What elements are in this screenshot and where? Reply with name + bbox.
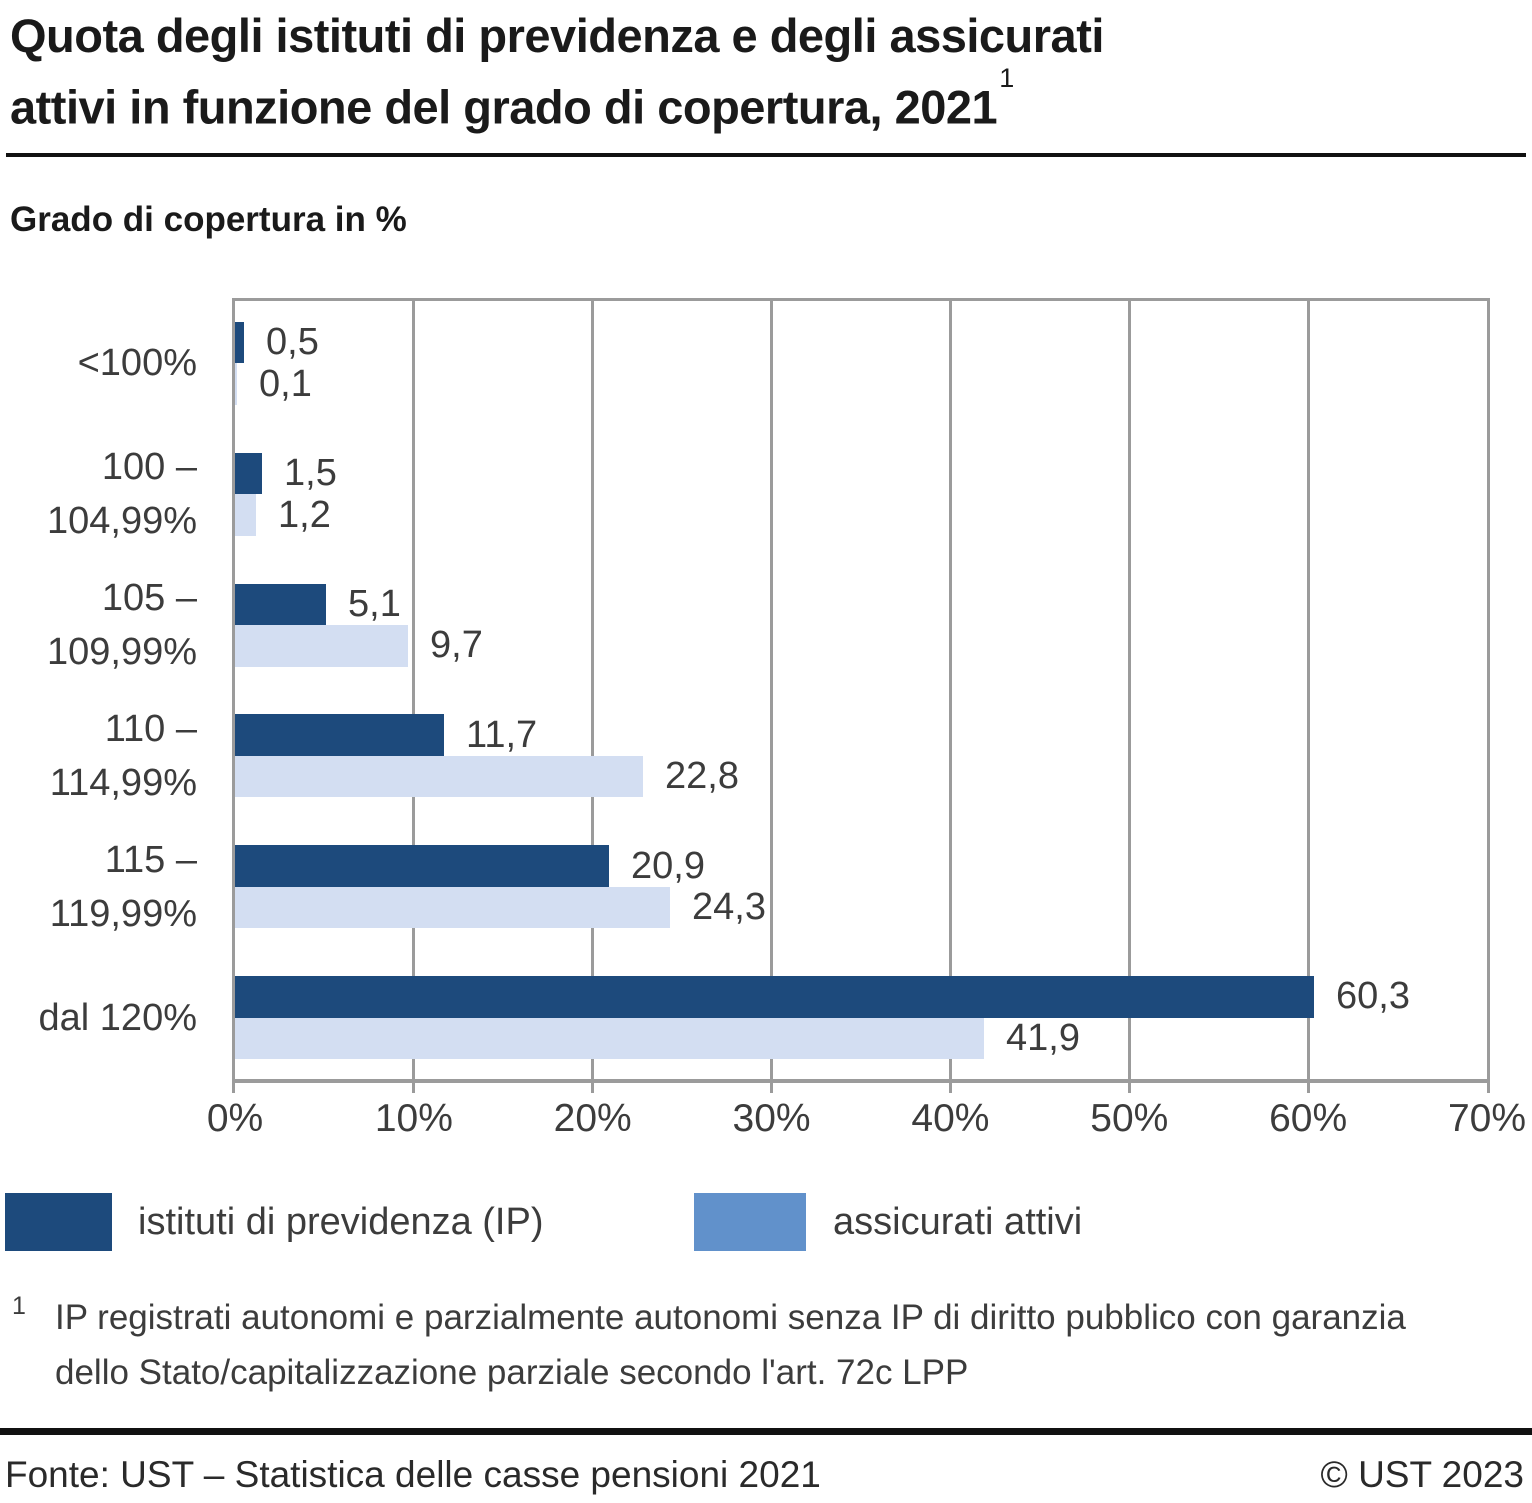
- gridline: [948, 298, 952, 1093]
- axis-title: Grado di copertura in %: [10, 200, 407, 239]
- footnote-text: IP registrati autonomi e parzialmente au…: [55, 1298, 1406, 1392]
- legend-swatch-assicurati: [694, 1193, 806, 1251]
- gridline: [591, 298, 595, 1093]
- title-line1: Quota degli istituti di previdenza e deg…: [10, 9, 1104, 62]
- bar-assicurati: [235, 886, 670, 929]
- bar-assicurati: [235, 755, 643, 798]
- category-axis: <100% 100 – 104,99% 105 – 109,99% 110 – 114…: [0, 298, 232, 1083]
- x-tick-label: 60%: [1269, 1097, 1348, 1140]
- x-tick-label: 40%: [911, 1097, 990, 1140]
- legend-label-istituti: istituti di previdenza (IP): [138, 1200, 544, 1243]
- bar-value-label: 22,8: [665, 755, 739, 798]
- x-tick-label: 50%: [1090, 1097, 1169, 1140]
- x-tick-label: 70%: [1447, 1097, 1527, 1140]
- bar-istituti: [235, 845, 609, 887]
- gridline: [412, 298, 416, 1093]
- bar-value-label: 1,2: [278, 493, 331, 536]
- bar-istituti: [235, 452, 262, 495]
- plot-border-right: [1487, 298, 1490, 1093]
- x-axis-labels: 0% 10% 20% 30% 40% 50% 60% 70%: [207, 1097, 1526, 1147]
- bar-assicurati: [235, 1017, 984, 1060]
- bar-value-label: 11,7: [466, 713, 538, 756]
- bar-istituti: [235, 321, 244, 364]
- copyright-text: © UST 2023: [1320, 1454, 1524, 1495]
- x-tick-label: 30%: [732, 1097, 811, 1140]
- bar-assicurati: [235, 363, 237, 405]
- bar-value-label: 20,9: [631, 844, 705, 887]
- legend: istituti di previdenza (IP) assicurati a…: [0, 1193, 1532, 1253]
- x-tick-label: 20%: [553, 1097, 632, 1140]
- bar-istituti: [235, 714, 444, 756]
- category-label: dal 120%: [38, 996, 197, 1039]
- x-tick-label: 10%: [374, 1097, 453, 1140]
- page-title: Quota degli istituti di previdenza e deg…: [10, 4, 1524, 139]
- title-footnote-marker: 1: [999, 63, 1014, 93]
- footer-divider: [0, 1428, 1532, 1435]
- category-label: <100%: [77, 342, 197, 385]
- bar-value-label: 5,1: [348, 582, 401, 625]
- bar-assicurati: [235, 625, 408, 667]
- title-divider: [6, 153, 1526, 157]
- bar-value-label: 9,7: [430, 624, 483, 667]
- bar-value-label: 1,5: [284, 452, 337, 494]
- footnote-marker: 1: [12, 1292, 26, 1320]
- title-line2: attivi in funzione del grado di copertur…: [10, 80, 998, 134]
- plot-border-left: [232, 298, 235, 1093]
- gridline: [1127, 298, 1131, 1093]
- gridline: [770, 298, 774, 1093]
- bar-value-label: 0,1: [259, 362, 312, 405]
- legend-label-assicurati: assicurati attivi: [833, 1200, 1083, 1243]
- category-label: 110 – 114,99%: [49, 707, 197, 804]
- bar-istituti: [235, 976, 1314, 1018]
- x-axis-line: [232, 1079, 1490, 1083]
- legend-swatch-istituti: [5, 1193, 112, 1251]
- x-tick-label: 0%: [206, 1097, 264, 1140]
- plot-border-top: [232, 298, 1490, 301]
- gridline: [1306, 298, 1310, 1093]
- bar-value-label: 60,3: [1336, 975, 1410, 1018]
- bar-value-label: 24,3: [692, 886, 766, 928]
- footer: Fonte: UST – Statistica delle casse pens…: [5, 1450, 1524, 1500]
- bar-istituti: [235, 583, 326, 626]
- bar-value-label: 41,9: [1006, 1016, 1080, 1059]
- source-text: Fonte: UST – Statistica delle casse pens…: [5, 1454, 821, 1495]
- category-label: 115 – 119,99%: [49, 838, 197, 935]
- bar-assicurati: [235, 494, 256, 536]
- plot-area: 0,5 1,5 5,1 11,7 20,9 60,3 0,1 1,2 9,7 22,8 24,3 41…: [232, 298, 1490, 1093]
- category-label: 105 – 109,99%: [46, 577, 197, 674]
- category-label: 100 – 104,99%: [46, 446, 197, 543]
- bar-value-label: 0,5: [266, 321, 319, 364]
